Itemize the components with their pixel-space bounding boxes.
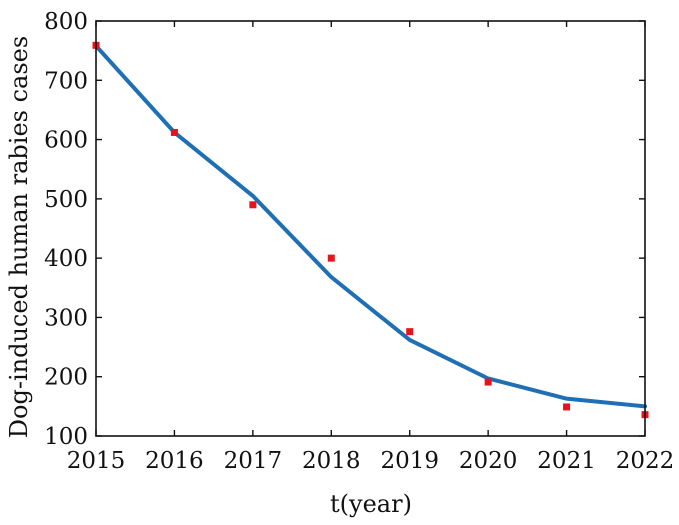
observed-data-point: [249, 201, 257, 209]
y-tick-label: 100: [44, 424, 88, 450]
y-tick-label: 600: [44, 128, 88, 154]
series-layer: [92, 41, 649, 419]
observed-data-point: [484, 378, 492, 386]
x-tick-label: 2021: [537, 448, 596, 474]
observed-data-point: [170, 128, 178, 136]
y-tick-label: 500: [44, 187, 88, 213]
fitted-curve-line: [94, 43, 647, 409]
axis-ticks: [95, 20, 646, 437]
tick-labels: 2015 2016 2017 2018 2019 2020 2021 2022 100 200 30…: [44, 9, 674, 474]
x-tick-label: 2015: [67, 448, 126, 474]
y-tick-label: 300: [44, 305, 88, 331]
x-axis-label: t(year): [330, 490, 412, 518]
y-tick-label: 200: [44, 365, 88, 391]
observed-data-point: [563, 403, 571, 411]
x-tick-label: 2017: [224, 448, 283, 474]
y-tick-label: 700: [44, 68, 88, 94]
y-tick-label: 800: [44, 9, 88, 35]
y-axis-label: Dog-induced human rabies cases: [5, 36, 33, 438]
x-tick-label: 2022: [616, 448, 675, 474]
y-tick-label: 400: [44, 246, 88, 272]
x-tick-label: 2018: [302, 448, 361, 474]
observed-data-point: [327, 254, 335, 262]
x-tick-label: 2020: [459, 448, 518, 474]
x-tick-label: 2016: [145, 448, 204, 474]
observed-data-point: [406, 328, 414, 336]
plot-frame: [95, 20, 646, 437]
x-tick-label: 2019: [380, 448, 439, 474]
